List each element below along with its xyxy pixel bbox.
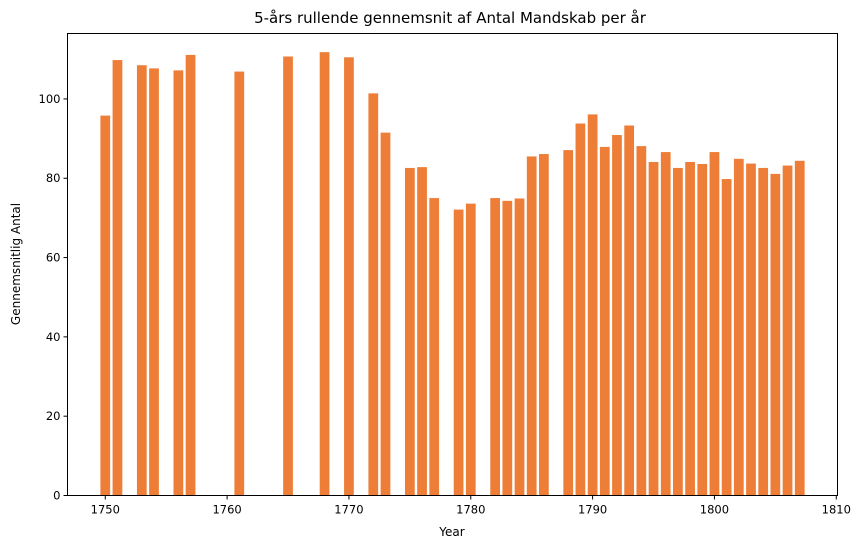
x-tick-label-1790: 1790: [578, 503, 607, 517]
x-tick-label-1770: 1770: [334, 503, 363, 517]
y-axis-label: Gennemsnitlig Antal: [9, 203, 23, 325]
bar-1804: [758, 167, 769, 496]
y-tick-label-100: 100: [39, 92, 61, 106]
chart-title: 5-års rullende gennemsnit af Antal Mands…: [254, 9, 647, 27]
bar-1792: [612, 135, 622, 496]
bar-1768: [319, 52, 330, 496]
bar-1806: [782, 165, 793, 496]
y-tick-label-40: 40: [46, 330, 61, 344]
bar-1793: [624, 125, 635, 496]
bar-1798: [685, 161, 695, 496]
bar-1754: [149, 68, 159, 496]
plot-frame: [67, 33, 838, 496]
bar-1761: [234, 71, 245, 496]
bar-1784: [514, 198, 525, 496]
bar-1773: [380, 132, 391, 496]
bar-1756: [173, 70, 184, 496]
bar-1751: [112, 60, 123, 496]
bar-1786: [539, 154, 549, 496]
bar-1796: [660, 152, 671, 496]
bar-1772: [368, 93, 379, 496]
bar-1794: [636, 146, 647, 496]
bar-1780: [465, 203, 476, 496]
x-axis-label: Year: [438, 525, 464, 539]
bar-1776: [417, 167, 427, 496]
bar-1779: [453, 209, 464, 496]
bar-1785: [526, 156, 537, 496]
bar-1791: [599, 146, 610, 496]
y-tick-label-20: 20: [46, 409, 61, 423]
y-tick-label-0: 0: [53, 489, 60, 503]
bar-1797: [673, 167, 683, 496]
bar-1789: [575, 123, 586, 496]
bar-1765: [283, 56, 293, 496]
bar-1777: [429, 198, 440, 496]
y-axis-ticks: 0 20 40 60 80 100: [39, 92, 68, 503]
x-tick-label-1750: 1750: [91, 503, 120, 517]
bar-1753: [136, 65, 147, 496]
x-tick-label-1800: 1800: [700, 503, 729, 517]
y-tick-label-80: 80: [46, 171, 61, 185]
bars: [100, 52, 805, 496]
bar-1788: [563, 150, 574, 496]
bar-1750: [100, 115, 111, 496]
bar-1775: [404, 167, 415, 496]
bar-1803: [746, 163, 756, 496]
x-tick-label-1760: 1760: [212, 503, 241, 517]
bar-1807: [794, 160, 805, 496]
bar-1799: [697, 163, 708, 496]
x-tick-label-1810: 1810: [822, 503, 851, 517]
y-tick-label-60: 60: [46, 251, 61, 265]
bar-1795: [648, 161, 659, 496]
x-tick-label-1780: 1780: [456, 503, 485, 517]
bar-1805: [770, 173, 781, 496]
bar-1757: [185, 54, 196, 496]
bar-1783: [502, 200, 513, 496]
bar-1802: [733, 158, 744, 496]
bar-1782: [490, 198, 501, 496]
bar-1800: [709, 152, 720, 496]
bar-1770: [344, 57, 354, 496]
bar-1790: [587, 114, 598, 496]
x-axis-ticks: 1750 1760 1770 1780 1790 1800 1810: [91, 495, 851, 517]
bar-1801: [721, 179, 732, 496]
